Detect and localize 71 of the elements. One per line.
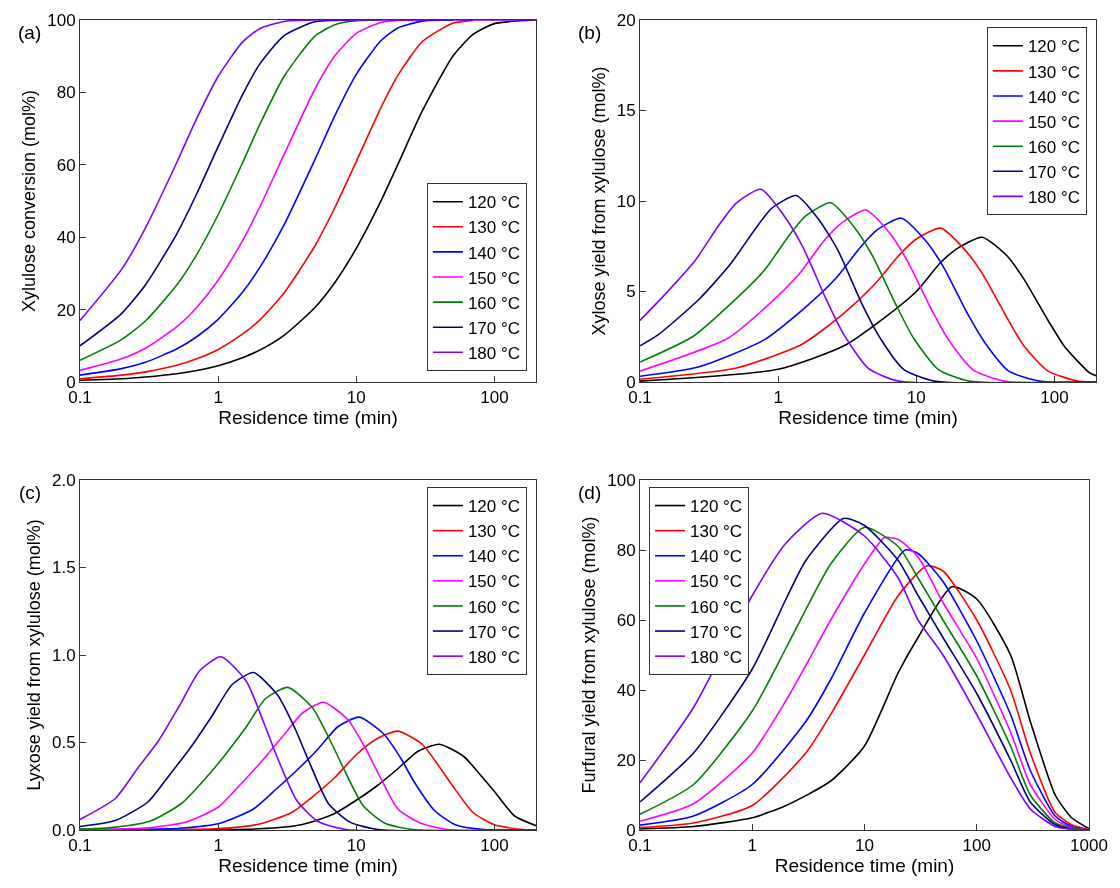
legend-label: 150 °C <box>1027 112 1081 132</box>
legend-label: 150 °C <box>467 572 521 592</box>
y-tick-label: 80 <box>56 83 76 103</box>
y-tick-label: 10 <box>616 191 636 211</box>
x-tick-label: 10 <box>346 388 366 408</box>
legend-label: 140 °C <box>467 243 521 263</box>
legend-label: 180 °C <box>1027 188 1081 208</box>
y-tick-label: 5 <box>626 282 636 302</box>
y-tick-label: 80 <box>616 540 636 560</box>
y-tick-label: 15 <box>616 101 636 121</box>
y-tick-label: 20 <box>56 300 76 320</box>
y-tick-label: 1.0 <box>51 645 76 665</box>
x-axis-title: Residence time (min) <box>778 407 958 429</box>
x-tick-label: 10 <box>855 836 874 856</box>
y-tick-label: 100 <box>607 470 636 490</box>
legend-label: 130 °C <box>689 522 743 542</box>
x-tick-label: 100 <box>962 836 991 856</box>
legend-label: 180 °C <box>467 343 521 363</box>
legend-label: 130 °C <box>467 218 521 238</box>
legend-label: 140 °C <box>1027 87 1081 107</box>
legend-label: 130 °C <box>1027 62 1081 82</box>
x-axis-title: Residence time (min) <box>218 407 398 429</box>
legend-label: 170 °C <box>1027 162 1081 182</box>
legend-label: 160 °C <box>689 597 743 617</box>
x-tick-label: 100 <box>480 836 509 856</box>
legend-label: 120 °C <box>467 497 521 517</box>
y-tick-label: 60 <box>616 610 636 630</box>
legend-label: 160 °C <box>467 293 521 313</box>
legend-label: 180 °C <box>689 647 743 667</box>
y-tick-label: 0.5 <box>51 733 76 753</box>
legend-label: 120 °C <box>1027 37 1081 57</box>
x-axis-title: Residence time (min) <box>774 855 955 877</box>
y-axis-title: Furfural yield from xylulose (mol%) <box>579 516 600 794</box>
x-tick-label: 10 <box>346 836 366 856</box>
text: (c) <box>19 482 42 503</box>
legend-label: 170 °C <box>467 318 521 338</box>
legend-label: 180 °C <box>467 647 521 667</box>
legend-label: 120 °C <box>689 497 743 517</box>
text: (a) <box>18 22 42 43</box>
legend-label: 160 °C <box>467 597 521 617</box>
legend-label: 150 °C <box>467 268 521 288</box>
x-tick-label: 1 <box>747 836 757 856</box>
x-tick-label: 1000 <box>1070 836 1108 856</box>
x-tick-label: 1 <box>213 388 223 408</box>
x-axis-title: Residence time (min) <box>218 855 398 877</box>
y-tick-label: 40 <box>56 228 76 248</box>
y-tick-label: 60 <box>56 155 76 175</box>
x-tick-label: 100 <box>480 388 509 408</box>
legend-label: 140 °C <box>467 547 521 567</box>
legend-label: 120 °C <box>467 193 521 213</box>
y-axis-title: Xylulose conversion (mol%) <box>19 89 40 313</box>
y-axis-title: Xylose yield from xylulose (mol%) <box>588 66 609 336</box>
legend-label: 170 °C <box>689 622 743 642</box>
legend-label: 140 °C <box>689 547 743 567</box>
y-tick-label: 2.0 <box>51 470 76 490</box>
x-tick-label: 100 <box>1040 388 1069 408</box>
legend-label: 160 °C <box>1027 137 1081 157</box>
y-axis-title: Lyxose yield from xylulose (mol%) <box>24 519 45 791</box>
x-tick-label: 1 <box>213 836 223 856</box>
legend-label: 150 °C <box>689 572 743 592</box>
y-tick-label: 20 <box>616 10 636 30</box>
x-tick-label: 1 <box>773 388 783 408</box>
legend-label: 130 °C <box>467 522 521 542</box>
text: (b) <box>578 22 602 43</box>
y-tick-label: 20 <box>616 750 636 770</box>
x-tick-label: 10 <box>906 388 926 408</box>
legend-label: 170 °C <box>467 622 521 642</box>
y-tick-label: 40 <box>616 680 636 700</box>
text: (d) <box>578 482 602 503</box>
y-tick-label: 1.5 <box>51 558 76 578</box>
y-tick-label: 100 <box>47 10 76 30</box>
